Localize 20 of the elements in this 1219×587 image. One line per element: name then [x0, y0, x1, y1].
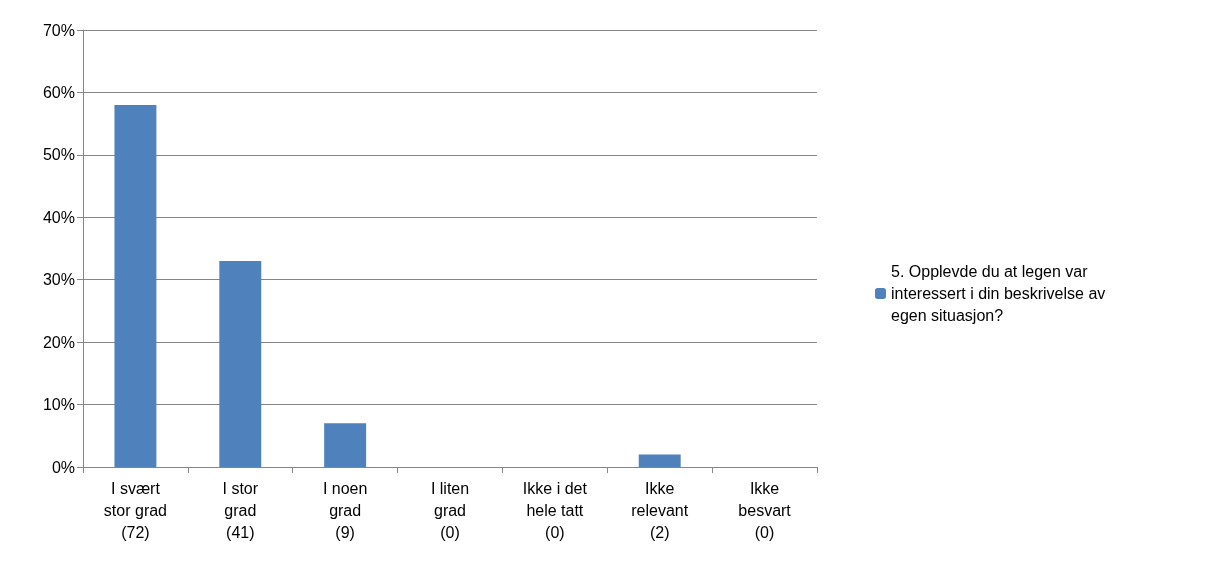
bar — [219, 260, 262, 467]
bar — [114, 104, 157, 467]
bar — [638, 454, 681, 467]
x-tick-label: I svært stor grad (72) — [103, 479, 167, 541]
y-tick-label: 20% — [42, 333, 75, 351]
bar — [324, 423, 367, 467]
x-tick-label: Ikke besvart (0) — [738, 479, 792, 541]
y-tick-label: 40% — [42, 208, 75, 226]
x-tick-label: I stor grad (41) — [222, 479, 259, 541]
y-tick-label: 0% — [51, 458, 75, 476]
y-tick-label: 70% — [42, 21, 75, 39]
y-tick-label: 60% — [42, 83, 75, 101]
x-tick-label: I noen grad (9) — [322, 479, 368, 541]
x-tick-label: Ikke i det hele tatt (0) — [522, 479, 588, 541]
x-tick-label: I liten grad (0) — [430, 479, 470, 541]
legend-label: 5. Opplevde du at legen var interessert i din beskrivelse av egen situasjon? — [891, 263, 1106, 324]
y-tick-label: 10% — [42, 396, 75, 414]
y-tick-label: 30% — [42, 271, 75, 289]
x-tick-label: Ikke relevant (2) — [631, 479, 689, 541]
y-tick-label: 50% — [42, 146, 75, 164]
